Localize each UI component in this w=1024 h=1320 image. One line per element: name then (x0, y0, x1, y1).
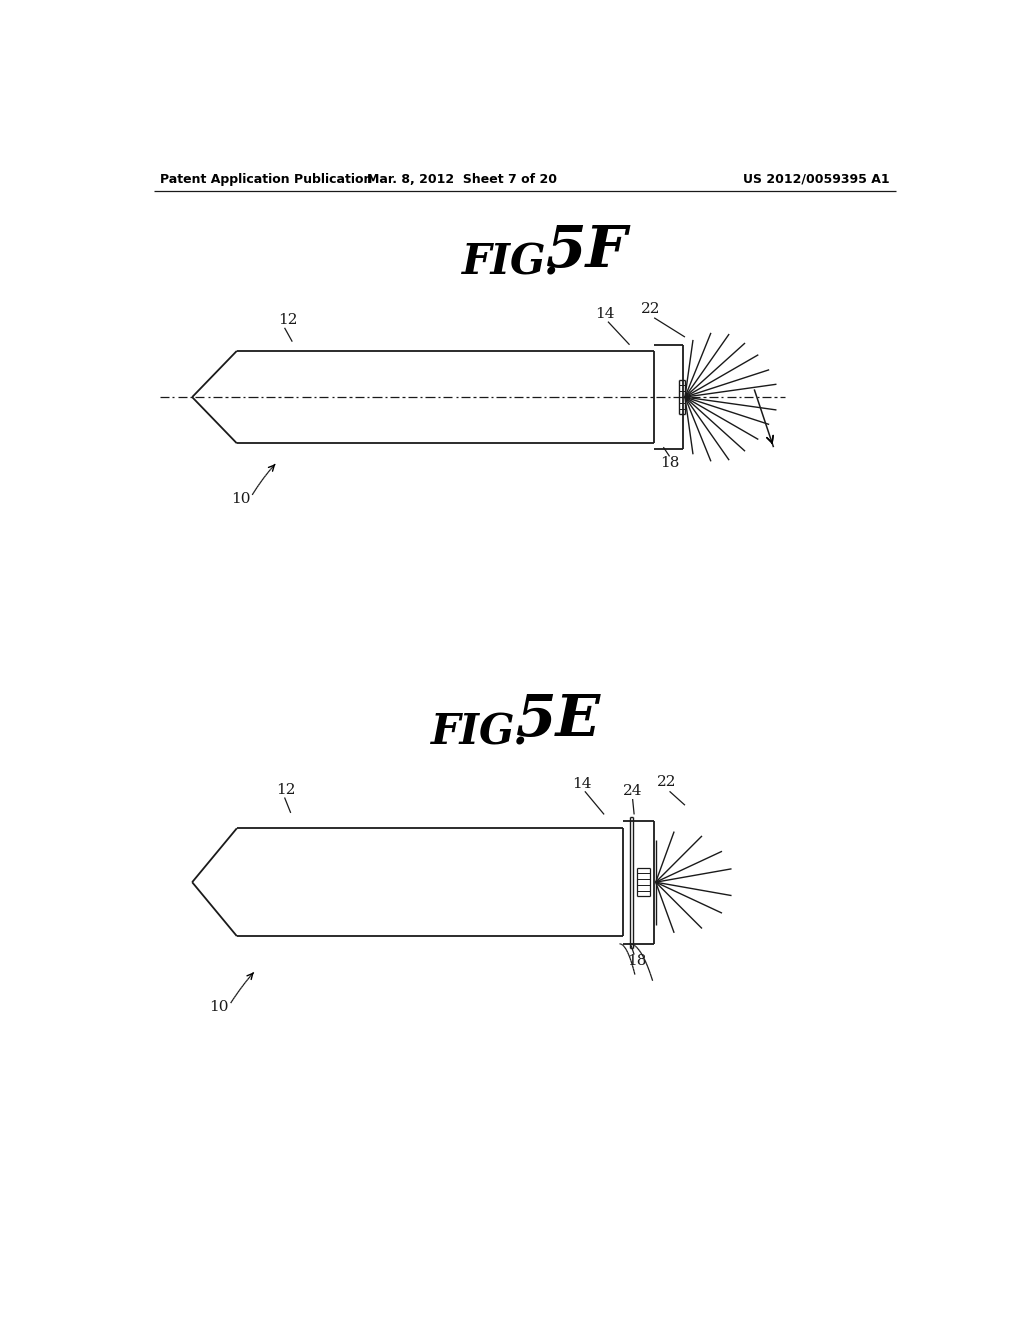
Text: 10: 10 (231, 492, 251, 506)
Text: 10: 10 (209, 1001, 228, 1014)
Text: 14: 14 (595, 308, 614, 321)
Text: 5F: 5F (547, 223, 629, 279)
Text: 5E: 5E (515, 692, 601, 748)
Text: FIG.: FIG. (462, 242, 559, 284)
Text: US 2012/0059395 A1: US 2012/0059395 A1 (743, 173, 890, 186)
Text: Mar. 8, 2012  Sheet 7 of 20: Mar. 8, 2012 Sheet 7 of 20 (367, 173, 557, 186)
Text: 22: 22 (656, 775, 676, 789)
Text: FIG.: FIG. (431, 711, 528, 752)
Text: 12: 12 (276, 783, 296, 797)
Text: 14: 14 (572, 776, 592, 791)
Text: 12: 12 (278, 313, 297, 327)
Text: Patent Application Publication: Patent Application Publication (160, 173, 372, 186)
Text: 18: 18 (628, 954, 647, 968)
Text: 22: 22 (641, 301, 660, 315)
Text: 24: 24 (623, 784, 642, 799)
Text: 18: 18 (659, 455, 679, 470)
